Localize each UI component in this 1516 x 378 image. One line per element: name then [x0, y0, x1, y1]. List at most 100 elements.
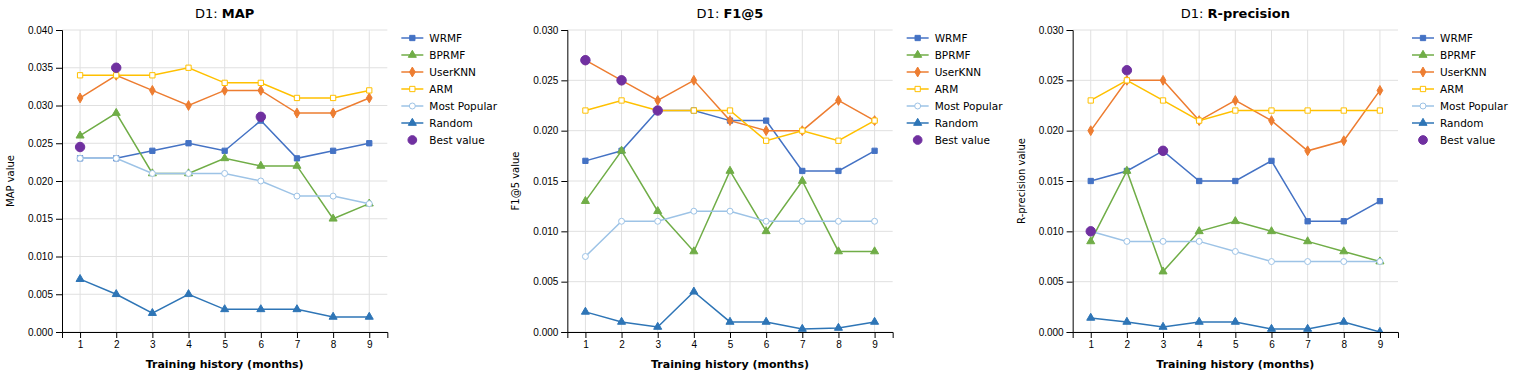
line-marker [618, 317, 626, 324]
x-tick-label: 1 [583, 339, 589, 350]
y-tick-label: 0.025 [1039, 75, 1064, 86]
line-marker [834, 247, 842, 254]
x-tick-label: 4 [692, 339, 698, 350]
scatter-point [1122, 66, 1131, 75]
grid-line-x [333, 30, 334, 332]
series [1087, 166, 1384, 274]
x-tick-mark [152, 332, 153, 338]
plot-area [581, 55, 879, 331]
y-tick: 0.005 [1039, 276, 1073, 287]
legend: WRMFBPRMFUserKNNARMMost PopularRandomBes… [401, 32, 497, 146]
legend-symbol [914, 50, 922, 57]
line-marker [1340, 247, 1348, 254]
line-marker [257, 305, 265, 312]
x-tick: 7 [800, 332, 806, 350]
series [1086, 66, 1168, 237]
line-marker [114, 156, 119, 161]
line-marker [726, 317, 734, 324]
line-marker [872, 116, 878, 126]
x-tick-mark [585, 332, 586, 338]
legend-label: WRMF [1440, 32, 1473, 44]
x-tick-label: 3 [655, 339, 661, 350]
y-tick-mark [56, 68, 62, 69]
x-tick-mark [1199, 332, 1200, 338]
legend-label: BPRMF [935, 49, 971, 61]
legend-label: ARM [429, 83, 453, 95]
title-part: MAP [222, 6, 255, 21]
legend-item: UserKNN [401, 66, 476, 78]
line-marker [691, 208, 697, 214]
legend-item: BPRMF [907, 49, 971, 61]
line-marker [148, 308, 156, 315]
legend-symbol [915, 35, 920, 40]
series [581, 55, 663, 115]
legend-item: Random [1412, 117, 1483, 129]
line-marker [1377, 259, 1383, 265]
grid-line-x [1307, 30, 1308, 332]
line-marker [1197, 118, 1202, 123]
line-marker [1087, 237, 1095, 244]
line-marker [1231, 217, 1239, 224]
series [76, 108, 373, 221]
x-tick: 5 [728, 332, 734, 350]
series [1088, 75, 1383, 155]
line-marker [1159, 322, 1167, 329]
line-marker [1269, 116, 1275, 126]
x-tick-label: 9 [872, 339, 878, 350]
x-tick-mark [1163, 332, 1164, 338]
line-marker [726, 166, 734, 173]
line-marker [1269, 158, 1274, 163]
line-marker [186, 101, 192, 111]
line-marker [149, 170, 155, 176]
grid-line-x [1271, 30, 1272, 332]
line-marker [762, 317, 770, 324]
chart-title: D1: R-precision [1181, 6, 1290, 21]
line-marker [77, 155, 83, 161]
x-tick: 1 [583, 332, 589, 350]
x-tick-mark [1308, 332, 1309, 338]
y-axis-title: R-precision value [1016, 138, 1027, 224]
line-marker [1196, 238, 1202, 244]
y-tick-mark [1067, 181, 1073, 182]
line-marker [619, 98, 624, 103]
line-marker [1160, 75, 1166, 85]
x-tick-label: 2 [114, 339, 120, 350]
y-tick: 0.005 [28, 289, 62, 300]
grid-line-x [1379, 30, 1380, 332]
legend-symbol [408, 118, 416, 125]
series [581, 287, 878, 331]
y-tick-mark [1067, 30, 1073, 31]
line-marker [655, 218, 661, 224]
y-tick: 0.025 [533, 75, 567, 86]
line-marker [1376, 257, 1384, 264]
line-marker [727, 108, 732, 113]
x-tick: 4 [692, 332, 698, 350]
line-marker [1305, 259, 1311, 265]
line-marker [294, 193, 300, 199]
legend-symbol [915, 86, 920, 91]
legend-symbol [1419, 136, 1428, 145]
x-tick-label: 9 [1378, 339, 1384, 350]
line-marker [583, 108, 588, 113]
series-line [80, 68, 369, 98]
line-marker [222, 85, 228, 95]
series [1088, 228, 1383, 264]
line-marker [872, 218, 878, 224]
x-tick: 5 [222, 332, 228, 350]
y-tick-label: 0.000 [28, 327, 53, 338]
series-line [585, 60, 874, 130]
y-tick: 0.010 [28, 251, 62, 262]
legend-label: ARM [935, 83, 959, 95]
y-tick-mark [56, 181, 62, 182]
line-marker [582, 254, 588, 260]
x-tick-mark [622, 332, 623, 338]
line-marker [1087, 313, 1095, 320]
x-tick-mark [1091, 332, 1092, 338]
line-marker [222, 148, 227, 153]
legend-item: ARM [907, 83, 959, 95]
series [77, 155, 372, 206]
x-tick-mark [658, 332, 659, 338]
x-tick-mark [730, 332, 731, 338]
y-axis-title: F1@5 value [510, 152, 521, 211]
line-marker [654, 322, 662, 329]
